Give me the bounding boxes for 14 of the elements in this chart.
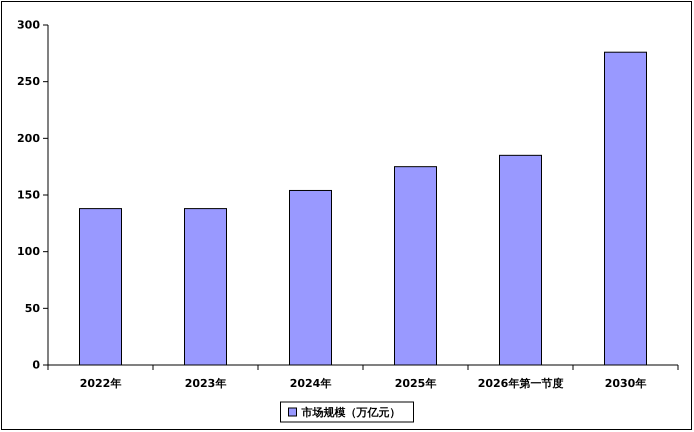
y-tick-label: 100	[17, 245, 40, 258]
x-tick-label: 2030年	[604, 377, 646, 390]
x-tick-label: 2023年	[184, 377, 226, 390]
x-tick-label: 2026年第一节度	[478, 377, 564, 390]
x-tick-label: 2024年	[290, 377, 332, 390]
x-tick-label: 2022年	[80, 377, 122, 390]
y-tick-label: 0	[32, 358, 40, 372]
y-tick-label: 50	[24, 302, 40, 315]
y-tick-label: 200	[17, 132, 40, 145]
x-tick-label: 2025年	[394, 377, 436, 390]
y-tick-label: 300	[17, 18, 40, 32]
y-tick-label: 250	[17, 75, 40, 88]
y-tick-label: 150	[17, 188, 40, 202]
legend-label: 市场规模（万亿元）	[300, 406, 400, 419]
